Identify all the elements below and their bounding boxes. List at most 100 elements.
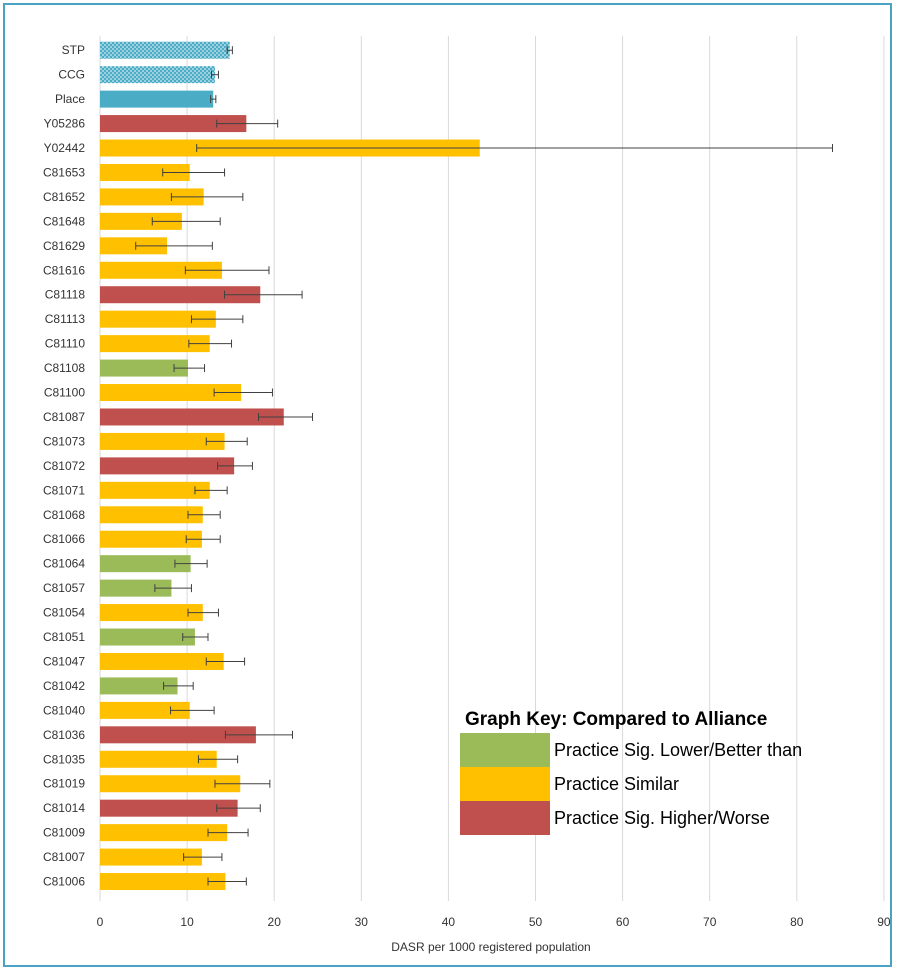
category-label: Y05286 <box>44 117 86 131</box>
bar <box>100 41 230 59</box>
x-tick-label: 50 <box>529 915 543 929</box>
bar <box>100 701 190 719</box>
error-bar <box>174 559 208 568</box>
x-tick-label: 40 <box>442 915 456 929</box>
key-item-similar: Practice Similar <box>460 767 890 801</box>
category-label: C81051 <box>43 630 85 644</box>
category-label: Place <box>55 92 85 106</box>
bar <box>100 90 214 108</box>
category-label: C81047 <box>43 654 85 668</box>
x-tick-label: 10 <box>180 915 194 929</box>
bar <box>100 824 228 842</box>
category-label: C81006 <box>43 875 85 889</box>
error-bar <box>183 853 223 862</box>
category-label: C81064 <box>43 557 85 571</box>
error-bar <box>154 584 192 593</box>
error-bar <box>170 192 244 201</box>
bar <box>100 677 178 695</box>
error-bar <box>188 339 233 348</box>
bar <box>100 555 191 573</box>
error-bar <box>258 412 314 421</box>
x-tick-labels: 0 10 20 30 40 50 60 70 80 90 <box>97 915 891 929</box>
category-label: C81652 <box>43 190 85 204</box>
category-label: CCG <box>58 68 85 82</box>
bar <box>100 457 235 475</box>
error-bar <box>224 290 303 299</box>
key-swatch-similar <box>460 767 550 801</box>
category-label: C81035 <box>43 752 85 766</box>
category-label: C81071 <box>43 483 85 497</box>
x-tick-label: 70 <box>703 915 717 929</box>
x-tick-label: 60 <box>616 915 630 929</box>
error-bar <box>190 315 244 324</box>
error-bar <box>187 510 221 519</box>
category-label: C81054 <box>43 606 85 620</box>
category-label: C81042 <box>43 679 85 693</box>
bar <box>100 408 284 426</box>
category-label: C81616 <box>43 263 85 277</box>
x-tick-label: 90 <box>877 915 891 929</box>
bar <box>100 726 256 744</box>
bar <box>100 604 203 622</box>
graph-key: Graph Key: Compared to Alliance Practice… <box>460 707 890 835</box>
x-axis-label: DASR per 1000 registered population <box>391 940 590 954</box>
bar <box>100 212 182 230</box>
category-label: C81036 <box>43 728 85 742</box>
bar <box>100 359 188 377</box>
bar <box>100 66 215 84</box>
category-label: Y02442 <box>44 141 86 155</box>
bar <box>100 286 261 304</box>
error-bar <box>216 804 261 813</box>
category-label: C81087 <box>43 410 85 424</box>
category-label: C81072 <box>43 459 85 473</box>
error-bar <box>210 70 219 79</box>
category-label: C81113 <box>45 312 86 326</box>
category-label: C81040 <box>43 703 85 717</box>
category-label: C81019 <box>43 777 85 791</box>
error-bar <box>207 828 249 837</box>
error-bar <box>214 779 271 788</box>
x-tick-label: 80 <box>790 915 804 929</box>
bar <box>100 652 224 670</box>
category-label: C81629 <box>43 239 85 253</box>
error-bar <box>173 364 206 373</box>
key-label-higher: Practice Sig. Higher/Worse <box>554 807 770 828</box>
bar <box>100 530 202 548</box>
category-label: C81009 <box>43 826 85 840</box>
error-bar <box>213 388 273 397</box>
bar <box>100 115 247 133</box>
category-label: C81073 <box>43 434 85 448</box>
key-item-lower: Practice Sig. Lower/Better than <box>460 733 890 767</box>
category-label: C81014 <box>43 801 85 815</box>
error-bar <box>197 755 239 764</box>
category-label: C81110 <box>45 337 86 351</box>
error-bars <box>135 46 834 886</box>
key-label-lower: Practice Sig. Lower/Better than <box>554 739 803 760</box>
error-bar <box>194 486 228 495</box>
bar <box>100 432 225 450</box>
bars <box>100 41 480 891</box>
error-bar <box>207 877 247 886</box>
category-label: C81007 <box>43 850 85 864</box>
x-tick-label: 20 <box>268 915 282 929</box>
error-bar <box>135 241 213 250</box>
bar <box>100 163 190 181</box>
category-label: STP <box>62 43 85 57</box>
bar <box>100 237 168 255</box>
bar <box>100 848 202 866</box>
error-bar <box>216 119 279 128</box>
category-labels: STP CCG Place Y05286 Y02442 C81653 C81652 C8164… <box>43 43 85 888</box>
category-label: C81100 <box>44 386 85 400</box>
error-bar <box>187 608 219 617</box>
x-tick-label: 30 <box>355 915 369 929</box>
category-label: C81648 <box>43 214 85 228</box>
bar <box>100 481 210 499</box>
error-bar <box>196 144 834 153</box>
category-label: C81118 <box>45 288 86 302</box>
bar <box>100 188 204 206</box>
error-bar <box>217 461 253 470</box>
category-label: C81057 <box>43 581 85 595</box>
bar <box>100 310 216 328</box>
bar <box>100 799 238 817</box>
category-label: C81653 <box>43 165 85 179</box>
